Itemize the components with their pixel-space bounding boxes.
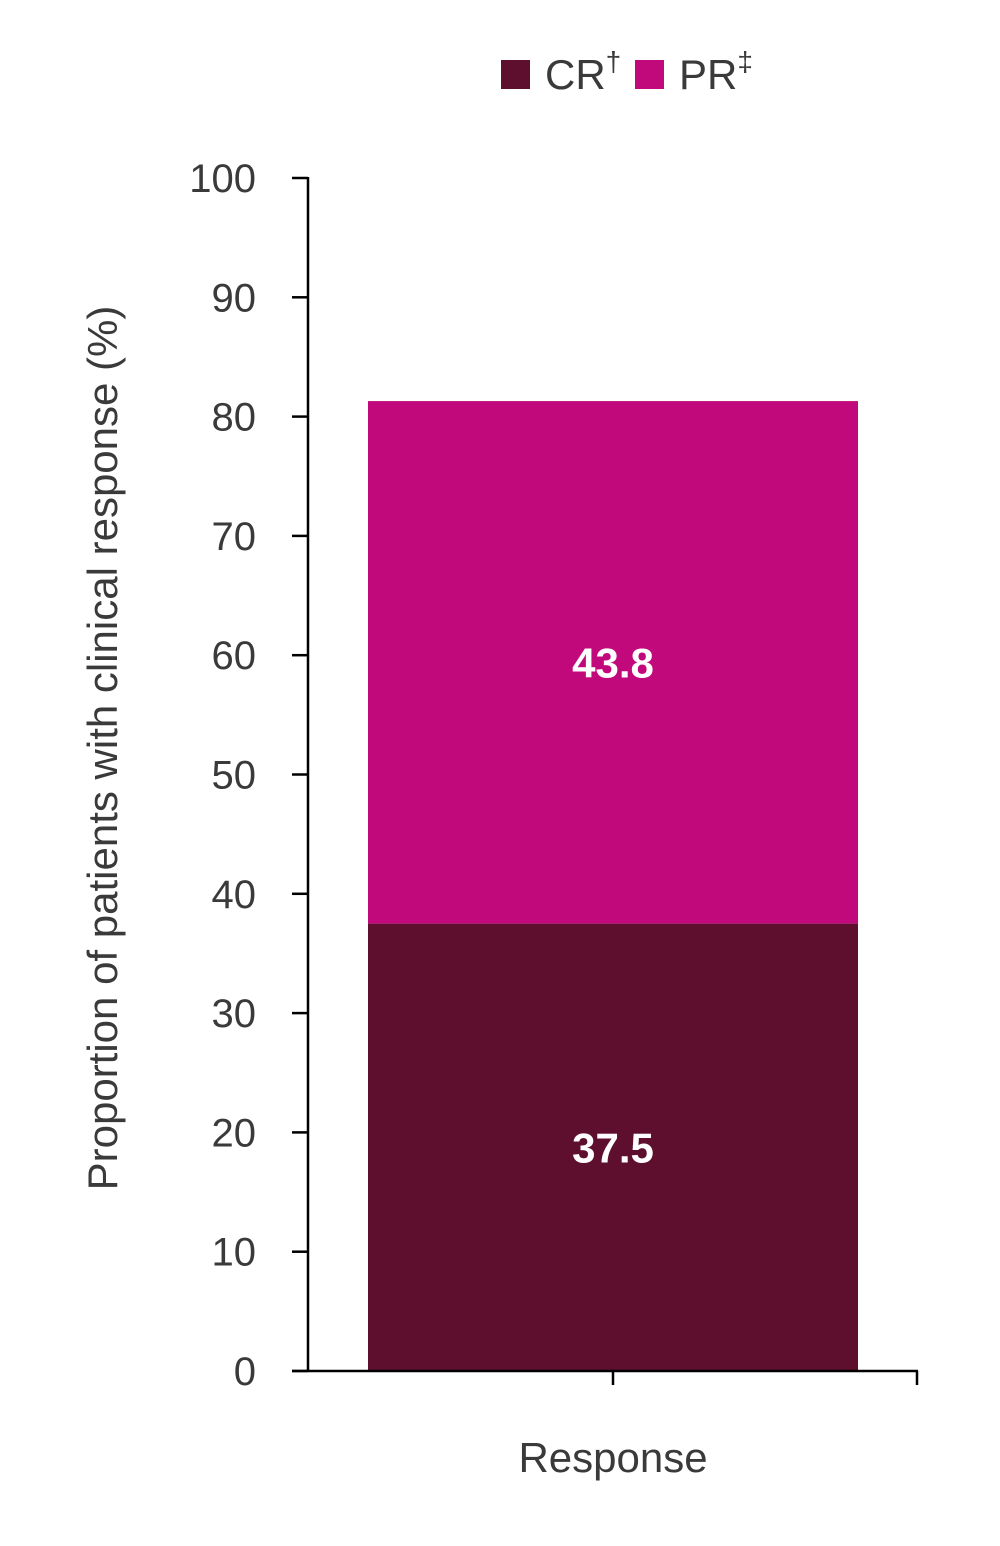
bar-segment-pr <box>368 401 858 924</box>
y-tick-label: 80 <box>212 396 257 440</box>
y-tick-label: 100 <box>189 157 256 201</box>
y-axis: 0 10 20 30 40 50 60 70 80 90 100 <box>189 157 308 1394</box>
y-tick-label: 10 <box>212 1231 257 1275</box>
bars: 37.5 43.8 <box>368 401 858 1371</box>
legend-swatch-cr <box>501 60 530 89</box>
y-tick-label: 50 <box>212 754 257 798</box>
x-axis-label: Response <box>518 1434 707 1481</box>
y-tick-label: 60 <box>212 634 257 678</box>
y-tick-label: 20 <box>212 1111 257 1155</box>
y-tick-label: 40 <box>212 873 257 917</box>
y-tick-label: 0 <box>234 1350 256 1394</box>
legend-swatch-pr <box>635 60 664 89</box>
legend-label-pr: PR‡ <box>679 46 753 98</box>
legend-label-cr: CR† <box>545 46 621 98</box>
y-tick-label: 30 <box>212 992 257 1036</box>
y-tick-label: 90 <box>212 276 257 320</box>
y-tick-label: 70 <box>212 515 257 559</box>
legend: CR† PR‡ <box>501 46 753 98</box>
data-label-cr: 37.5 <box>572 1124 654 1171</box>
bar-segment-cr <box>368 923 858 1371</box>
y-axis-label: Proportion of patients with clinical res… <box>79 306 126 1191</box>
data-label-pr: 43.8 <box>572 639 654 686</box>
